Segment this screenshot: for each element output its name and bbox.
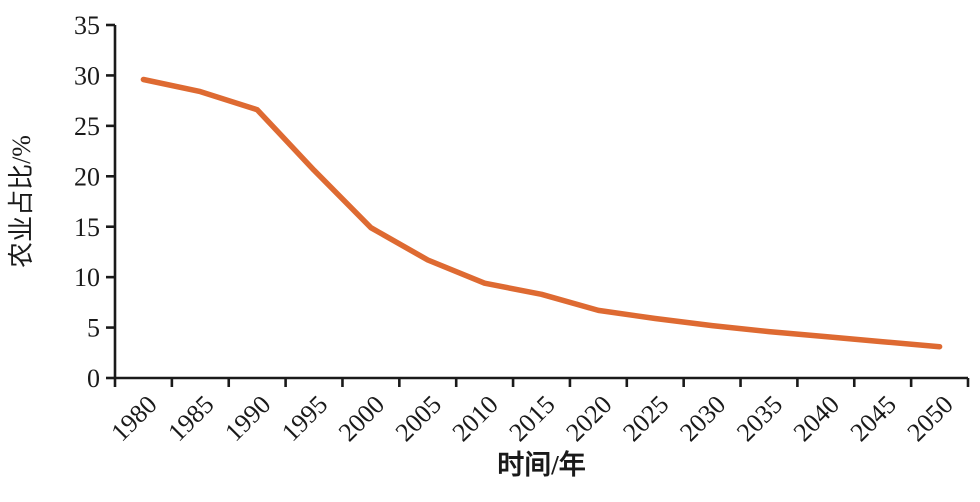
y-tick-label: 30: [74, 62, 100, 91]
x-tick-label: 2045: [845, 390, 902, 447]
y-tick-label: 15: [74, 213, 100, 242]
y-tick-label: 5: [87, 314, 100, 343]
y-tick-label: 25: [74, 112, 100, 141]
x-tick-label: 2015: [503, 390, 560, 447]
x-tick-label: 1980: [105, 390, 162, 447]
x-tick-label: 2025: [617, 390, 674, 447]
x-tick-label: 2040: [788, 390, 845, 447]
data-line-农业占比: [140, 76, 943, 350]
x-tick-label: 2030: [674, 390, 731, 447]
y-tick-label: 10: [74, 263, 100, 292]
y-tick-label: 0: [87, 364, 100, 393]
y-axis-title: 农业占比/%: [7, 135, 36, 268]
y-tick-label: 20: [74, 162, 100, 191]
x-tick-label: 1985: [162, 390, 219, 447]
x-axis-title: 时间/年: [497, 449, 586, 480]
x-tick-label: 2005: [390, 390, 447, 447]
axis-lines: [113, 25, 968, 380]
x-tick-label: 2000: [333, 390, 390, 447]
x-tick-label: 1995: [276, 390, 333, 447]
x-tick-label: 2035: [731, 390, 788, 447]
x-tick-label: 2020: [560, 390, 617, 447]
x-tick-label: 2010: [447, 390, 504, 447]
x-tick-label: 1990: [219, 390, 276, 447]
x-tick-label: 2050: [902, 390, 959, 447]
y-tick-label: 35: [74, 11, 100, 40]
